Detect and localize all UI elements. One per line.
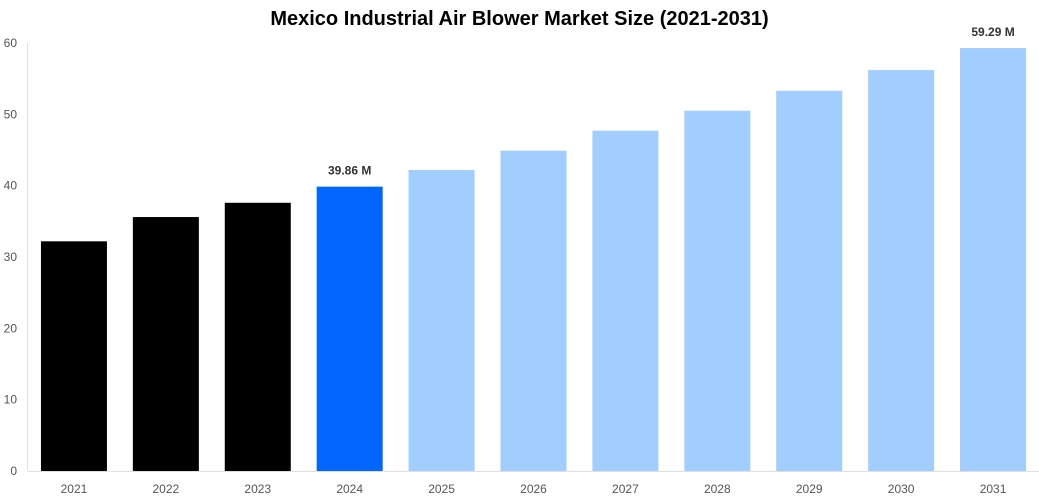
x-tick-label: 2024 xyxy=(336,482,363,496)
x-tick-label: 2025 xyxy=(428,482,455,496)
x-tick-label: 2026 xyxy=(520,482,547,496)
bar-2029 xyxy=(776,90,843,471)
y-tick-label: 40 xyxy=(4,179,18,193)
x-tick-label: 2030 xyxy=(888,482,915,496)
bar-2024 xyxy=(316,186,383,471)
y-tick-label: 10 xyxy=(4,393,18,407)
bar-2027 xyxy=(592,130,659,472)
bar-2026 xyxy=(500,150,567,472)
bar-2030 xyxy=(868,70,935,472)
x-tick-label: 2023 xyxy=(244,482,271,496)
y-tick-label: 30 xyxy=(4,250,18,264)
x-tick-label: 2029 xyxy=(796,482,823,496)
x-tick-label: 2021 xyxy=(61,482,88,496)
bar-2023 xyxy=(224,202,291,471)
x-tick-label: 2028 xyxy=(704,482,731,496)
data-label: 39.86 M xyxy=(328,164,371,178)
chart-title: Mexico Industrial Air Blower Market Size… xyxy=(270,8,769,30)
data-label: 59.29 M xyxy=(971,25,1014,39)
bar-2031 xyxy=(960,48,1027,471)
bar-2021 xyxy=(40,241,107,471)
bar-2022 xyxy=(132,217,199,471)
x-tick-label: 2022 xyxy=(153,482,180,496)
y-tick-label: 0 xyxy=(10,464,17,478)
y-tick-label: 50 xyxy=(4,107,18,121)
x-tick-label: 2027 xyxy=(612,482,639,496)
bar-2028 xyxy=(684,110,751,472)
bar-2025 xyxy=(408,169,475,471)
y-tick-label: 60 xyxy=(4,36,18,50)
x-tick-label: 2031 xyxy=(980,482,1007,496)
y-tick-label: 20 xyxy=(4,321,18,335)
